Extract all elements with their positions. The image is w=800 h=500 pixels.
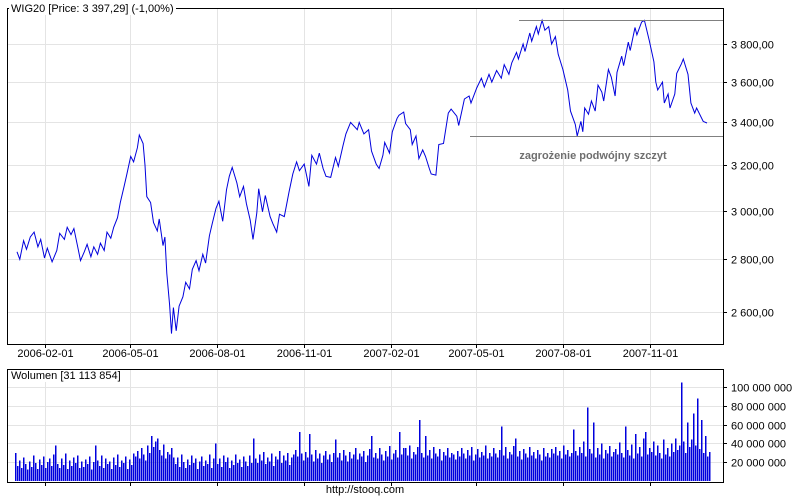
- svg-text:80 000 000: 80 000 000: [731, 402, 786, 414]
- svg-text:2 800,00: 2 800,00: [731, 255, 774, 267]
- svg-text:2007-11-01: 2007-11-01: [623, 348, 678, 360]
- double-top-annotation: zagrożenie podwójny szczyt: [519, 150, 667, 162]
- svg-text:2 600,00: 2 600,00: [731, 308, 774, 320]
- svg-text:2007-02-01: 2007-02-01: [363, 348, 419, 360]
- svg-text:20 000 000: 20 000 000: [731, 458, 786, 470]
- svg-text:100 000 000: 100 000 000: [731, 383, 792, 395]
- svg-text:2006-08-01: 2006-08-01: [189, 348, 245, 360]
- volume-panel-title: Wolumen [31 113 854]: [9, 370, 123, 382]
- svg-text:3 200,00: 3 200,00: [731, 161, 774, 173]
- footer-url: http://stooq.com: [325, 484, 405, 496]
- svg-text:2006-11-01: 2006-11-01: [277, 348, 332, 360]
- svg-text:3 800,00: 3 800,00: [731, 40, 774, 52]
- svg-text:40 000 000: 40 000 000: [731, 439, 786, 451]
- svg-text:3 400,00: 3 400,00: [731, 118, 774, 130]
- svg-text:2007-08-01: 2007-08-01: [535, 348, 591, 360]
- svg-text:2006-02-01: 2006-02-01: [17, 348, 73, 360]
- price-panel-title: WIG20 [Price: 3 397,29] (-1,00%): [9, 3, 176, 15]
- svg-text:2007-05-01: 2007-05-01: [448, 348, 504, 360]
- svg-text:2006-05-01: 2006-05-01: [102, 348, 158, 360]
- svg-text:3 000,00: 3 000,00: [731, 207, 774, 219]
- svg-text:3 600,00: 3 600,00: [731, 78, 774, 90]
- svg-text:60 000 000: 60 000 000: [731, 421, 786, 433]
